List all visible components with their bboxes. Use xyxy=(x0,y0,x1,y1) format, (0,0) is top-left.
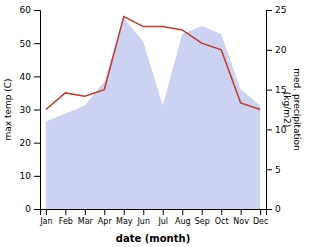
tick-label: 30 xyxy=(20,105,32,115)
tick-label: 20 xyxy=(20,138,32,148)
tick-mark xyxy=(34,110,40,111)
tick-mark xyxy=(266,169,272,170)
y2-axis-title: med. precipitation(kg/m2) xyxy=(282,68,302,150)
tick-label: Mar xyxy=(78,217,94,226)
tick-mark xyxy=(182,209,183,215)
tick: 0 xyxy=(25,204,40,214)
tick-label: 25 xyxy=(275,5,286,15)
tick-label: 50 xyxy=(20,39,32,49)
tick-mark xyxy=(34,10,40,11)
tick: 60 xyxy=(20,5,40,15)
tick-mark xyxy=(34,43,40,44)
chart: Jan Feb Mar AprMay Jun Jul Aug Sep Oct Nov Dec 0 10 2… xyxy=(0,0,318,247)
tick: 50 xyxy=(20,39,40,49)
tick-mark xyxy=(34,209,40,210)
tick-label: 0 xyxy=(275,204,281,214)
tick-label: May xyxy=(116,217,133,226)
tick-label: Jul xyxy=(157,217,168,226)
tick-mark xyxy=(266,90,272,91)
tick-mark xyxy=(34,76,40,77)
tick-mark xyxy=(266,50,272,51)
x-axis: Jan Feb Mar AprMay Jun Jul Aug Sep Oct Nov Dec xyxy=(39,209,268,226)
tick: Apr xyxy=(98,209,113,226)
tick: May xyxy=(116,209,133,226)
tick-mark xyxy=(202,209,203,215)
tick-label: Aug xyxy=(175,217,191,226)
tick: Jan xyxy=(39,209,52,226)
tick: 20 xyxy=(266,45,287,55)
tick-label: Jan xyxy=(39,217,52,226)
tick-mark xyxy=(124,209,125,215)
tick-mark xyxy=(104,209,105,215)
tick-mark xyxy=(34,176,40,177)
tick: 10 xyxy=(20,171,40,181)
tick-mark xyxy=(65,209,66,215)
tick-mark xyxy=(85,209,86,215)
tick: 5 xyxy=(266,165,281,175)
tick-mark xyxy=(266,209,272,210)
axis-line xyxy=(41,210,267,216)
area xyxy=(46,18,260,209)
tick-label: Jun xyxy=(137,217,151,226)
x-axis-title: date (month) xyxy=(116,233,190,244)
tick-mark xyxy=(163,209,164,215)
tick-label: Oct xyxy=(215,217,229,226)
axis-line xyxy=(34,11,41,210)
tick-mark xyxy=(241,209,242,215)
tick-label: Apr xyxy=(98,217,113,226)
tick: Jul xyxy=(157,209,168,226)
tick-label: 40 xyxy=(20,72,32,82)
tick-label: Dec xyxy=(253,217,268,226)
y-axis: 0 10 20 30 40 50 60 xyxy=(20,5,41,214)
axis-line xyxy=(267,11,273,210)
plot: Jan Feb Mar AprMay Jun Jul Aug Sep Oct Nov Dec 0 10 2… xyxy=(20,5,287,225)
tick: Mar xyxy=(78,209,94,226)
tick: 30 xyxy=(20,105,40,115)
tick-label: 20 xyxy=(275,45,287,55)
tick-mark xyxy=(266,10,272,11)
tick-label: 10 xyxy=(20,171,32,181)
tick: Dec xyxy=(253,209,268,226)
tick-mark xyxy=(221,209,222,215)
tick: 20 xyxy=(20,138,40,148)
tick: Jun xyxy=(137,209,151,226)
tick-label: 5 xyxy=(275,165,281,175)
tick-label: Sep xyxy=(195,217,210,226)
tick: 25 xyxy=(266,5,286,15)
tick-mark xyxy=(143,209,144,215)
line xyxy=(46,17,260,110)
tick-mark xyxy=(266,129,272,130)
tick-label: 60 xyxy=(20,5,32,15)
tick: 40 xyxy=(20,72,40,82)
marks xyxy=(46,17,260,209)
y-axis-title: max temp (C) xyxy=(3,78,13,140)
tick-label: 0 xyxy=(25,204,31,214)
tick: Oct xyxy=(215,209,229,226)
tick-mark xyxy=(46,209,47,215)
tick: Nov xyxy=(233,209,249,226)
tick: Sep xyxy=(195,209,210,226)
tick-label: Feb xyxy=(59,217,73,226)
tick: Feb xyxy=(59,209,73,226)
tick: Aug xyxy=(175,209,191,226)
tick: 0 xyxy=(266,204,281,214)
tick-mark xyxy=(260,209,261,215)
tick-label: Nov xyxy=(233,217,249,226)
tick-mark xyxy=(34,143,40,144)
